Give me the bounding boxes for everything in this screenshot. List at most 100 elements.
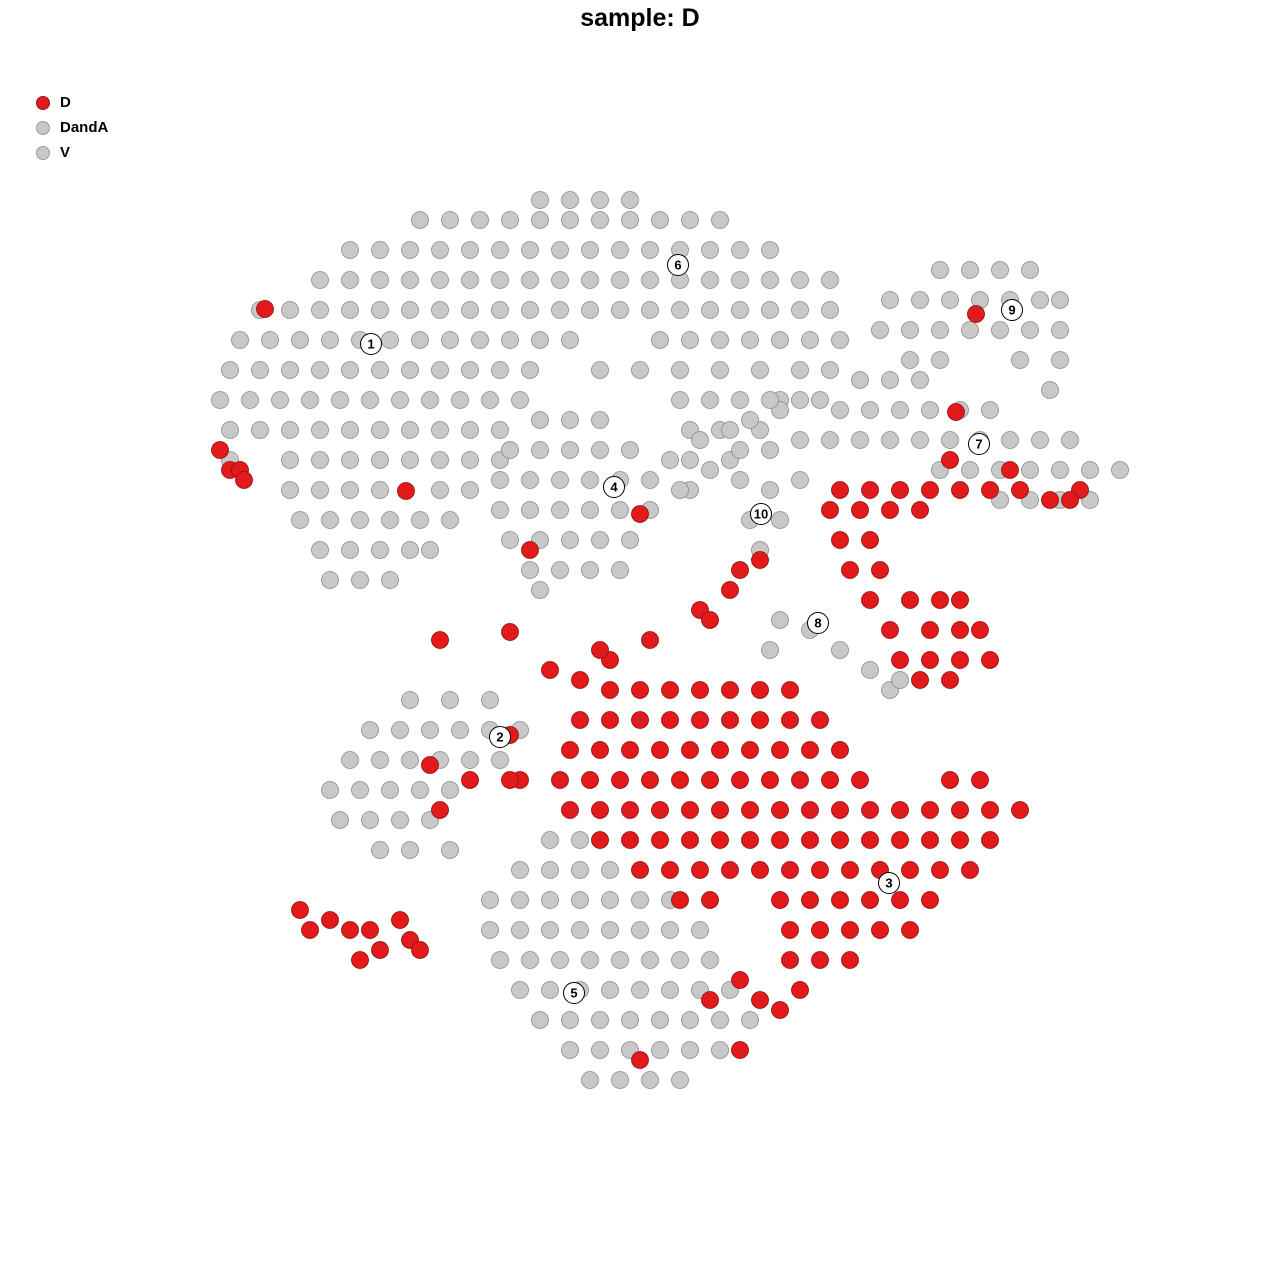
cluster-label-text: 4: [610, 480, 618, 495]
point-other: [521, 501, 539, 519]
point-d: [681, 801, 699, 819]
point-other: [431, 241, 449, 259]
point-other: [771, 611, 789, 629]
point-other: [1051, 321, 1069, 339]
point-other: [651, 211, 669, 229]
cluster-label-7: 7: [968, 433, 990, 455]
point-other: [521, 241, 539, 259]
point-d: [951, 801, 969, 819]
point-other: [411, 211, 429, 229]
point-other: [341, 361, 359, 379]
point-d: [871, 561, 889, 579]
point-other: [601, 981, 619, 999]
point-other: [551, 561, 569, 579]
point-d: [731, 561, 749, 579]
point-other: [281, 481, 299, 499]
cluster-label-4: 4: [603, 476, 625, 498]
point-d: [731, 1041, 749, 1059]
point-other: [401, 691, 419, 709]
point-other: [451, 721, 469, 739]
point-other: [501, 211, 519, 229]
point-other: [611, 1071, 629, 1089]
point-other: [641, 471, 659, 489]
point-other: [241, 391, 259, 409]
point-other: [821, 301, 839, 319]
point-other: [941, 431, 959, 449]
point-other: [731, 471, 749, 489]
point-other: [341, 451, 359, 469]
point-other: [641, 301, 659, 319]
point-other: [1031, 291, 1049, 309]
point-other: [681, 211, 699, 229]
point-other: [711, 361, 729, 379]
point-d: [931, 861, 949, 879]
point-other: [501, 531, 519, 549]
point-other: [1021, 461, 1039, 479]
point-other: [491, 751, 509, 769]
point-d: [891, 831, 909, 849]
point-other: [551, 301, 569, 319]
point-d: [371, 941, 389, 959]
legend-item-d: D: [36, 90, 108, 115]
point-other: [961, 321, 979, 339]
point-other: [401, 421, 419, 439]
point-other: [911, 431, 929, 449]
point-other: [351, 571, 369, 589]
point-d: [641, 631, 659, 649]
point-other: [761, 271, 779, 289]
point-d: [791, 981, 809, 999]
point-other: [371, 841, 389, 859]
point-other: [381, 781, 399, 799]
point-other: [821, 271, 839, 289]
point-other: [571, 831, 589, 849]
point-other: [611, 501, 629, 519]
point-other: [711, 1041, 729, 1059]
point-other: [311, 361, 329, 379]
point-other: [561, 531, 579, 549]
point-other: [281, 421, 299, 439]
cluster-label-5: 5: [563, 982, 585, 1004]
point-d: [811, 951, 829, 969]
point-d: [461, 771, 479, 789]
point-other: [791, 361, 809, 379]
point-d: [1061, 491, 1079, 509]
point-d: [831, 741, 849, 759]
point-d: [771, 831, 789, 849]
legend-marker-v: [36, 145, 50, 160]
point-d: [741, 741, 759, 759]
point-d: [397, 482, 415, 500]
point-other: [581, 241, 599, 259]
point-d: [611, 771, 629, 789]
point-other: [651, 1041, 669, 1059]
point-other: [891, 401, 909, 419]
point-other: [761, 441, 779, 459]
point-d: [951, 621, 969, 639]
point-other: [311, 271, 329, 289]
point-d: [671, 891, 689, 909]
point-other: [791, 301, 809, 319]
point-d: [521, 541, 539, 559]
point-d: [731, 971, 749, 989]
legend-item-v: V: [36, 140, 108, 165]
point-other: [991, 321, 1009, 339]
cluster-label-text: 2: [496, 730, 503, 745]
point-other: [461, 421, 479, 439]
point-other: [701, 391, 719, 409]
point-other: [461, 481, 479, 499]
point-d: [891, 801, 909, 819]
point-d: [931, 591, 949, 609]
cluster-label-10: 10: [750, 503, 772, 525]
point-other: [981, 401, 999, 419]
point-other: [831, 331, 849, 349]
point-other: [681, 1041, 699, 1059]
point-other: [901, 321, 919, 339]
point-d: [947, 403, 965, 421]
point-other: [421, 391, 439, 409]
point-d: [981, 831, 999, 849]
point-other: [311, 541, 329, 559]
point-d: [881, 501, 899, 519]
point-other: [511, 891, 529, 909]
point-other: [431, 271, 449, 289]
point-other: [431, 361, 449, 379]
point-d: [691, 861, 709, 879]
